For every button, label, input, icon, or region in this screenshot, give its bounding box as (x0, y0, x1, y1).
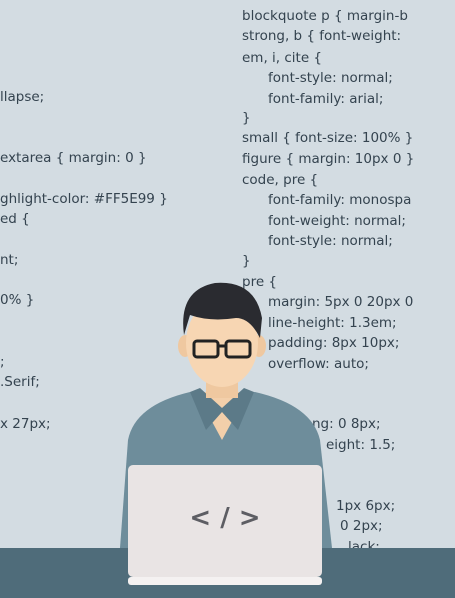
code-line: blockquote p { margin-b (242, 8, 408, 24)
code-line: } (242, 253, 251, 269)
code-line: pre { (242, 274, 277, 290)
code-line: strong, b { font-weight: (242, 28, 401, 44)
glasses-lens (192, 339, 220, 359)
laptop-lid (128, 465, 322, 577)
code-line: font-family: monospa (268, 192, 411, 208)
code-line: ng: 0 8px; (312, 416, 381, 432)
code-line: line-height: 1.3em; (268, 315, 397, 331)
code-line: code, pre { (242, 172, 318, 188)
code-line: eight: 1.5; (326, 437, 395, 453)
collar (190, 388, 254, 430)
code-line: 0 2px; (340, 518, 383, 534)
code-line: .Serif; (0, 374, 40, 390)
code-text: llapse; extarea { margin: 0 } ghlight-colo… (0, 8, 414, 555)
code-line: padding: 8px 10px; (268, 335, 399, 351)
code-line: x 27px; (0, 416, 51, 432)
code-line: ed { (0, 211, 30, 227)
laptop-logo: < / > (189, 503, 260, 533)
code-line: em, i, cite { (242, 50, 322, 66)
code-line: small { font-size: 100% } (242, 130, 413, 146)
hair (183, 282, 262, 338)
code-line: extarea { margin: 0 } (0, 150, 147, 166)
code-line: ghlight-color: #FF5E99 } (0, 191, 168, 207)
code-line: overflow: auto; (268, 356, 369, 372)
code-line: 1px 6px; (336, 498, 395, 514)
code-line: font-style: normal; (268, 70, 393, 86)
code-line: llapse; (0, 89, 44, 105)
code-line: font-weight: normal; (268, 213, 406, 229)
code-line: ; (0, 354, 5, 370)
code-line: font-style: normal; (268, 233, 393, 249)
code-line: 0% } (0, 292, 34, 308)
code-line: } (242, 110, 251, 126)
code-line: nt; (0, 252, 18, 268)
laptop-base (128, 577, 322, 585)
code-line: margin: 5px 0 20px 0 (268, 294, 413, 310)
code-line: figure { margin: 10px 0 } (242, 151, 414, 167)
code-line: font-family: arial; (268, 91, 383, 107)
glasses-lens (224, 339, 252, 359)
face (186, 299, 258, 387)
